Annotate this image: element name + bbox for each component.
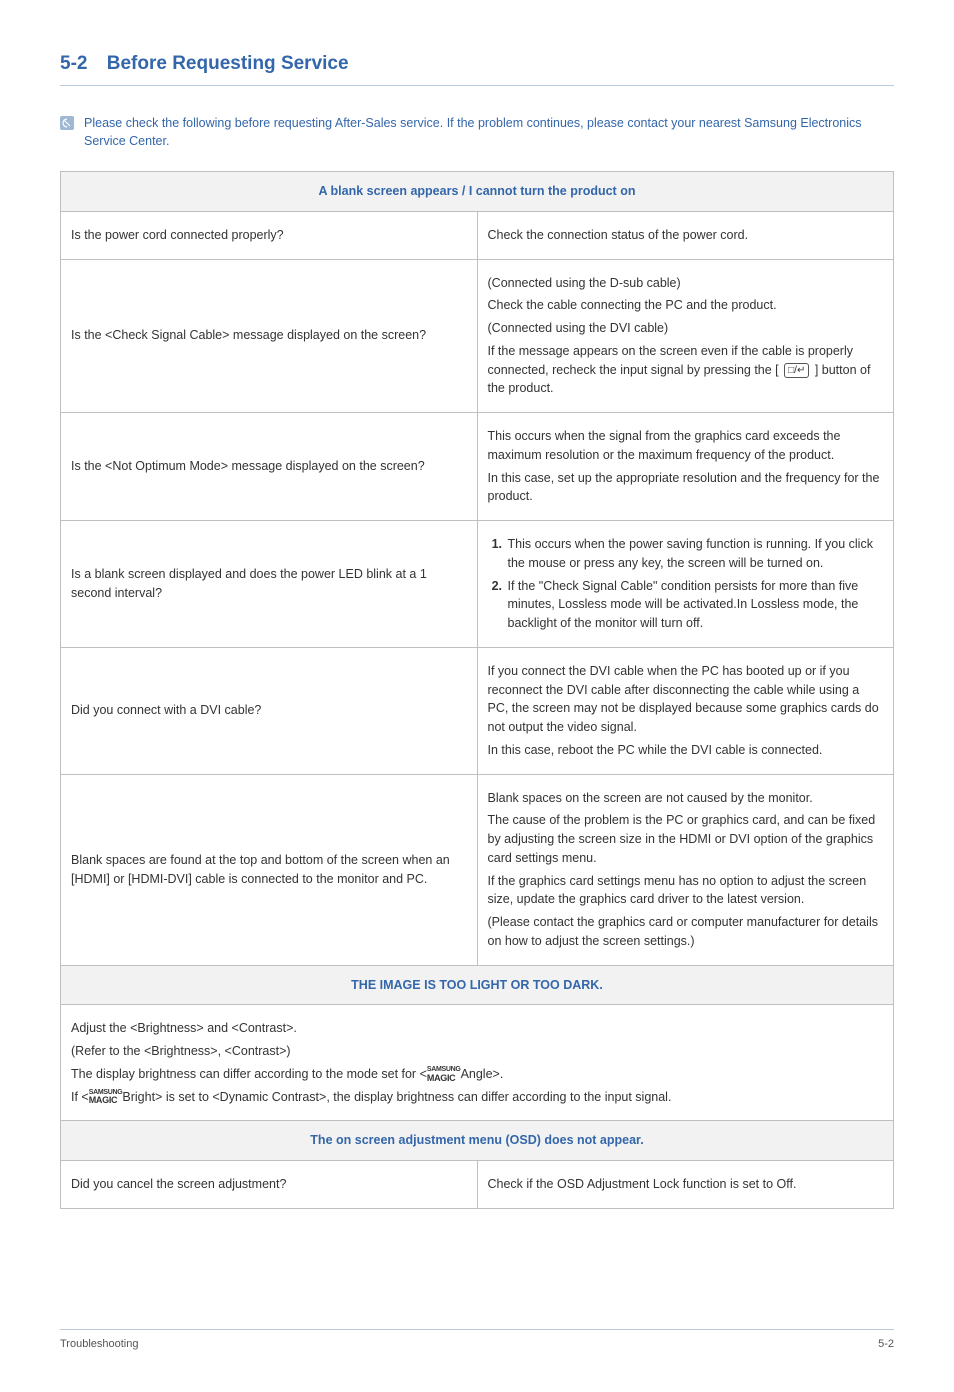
answer-list-item: If the "Check Signal Cable" condition pe…	[506, 577, 884, 633]
answer-text: Adjust the <Brightness> and <Contrast>.	[71, 1019, 883, 1038]
question-cell: Is the <Check Signal Cable> message disp…	[61, 259, 478, 413]
answer-cell: If you connect the DVI cable when the PC…	[477, 647, 894, 774]
question-text: Blank spaces are found at the top and bo…	[71, 851, 467, 889]
question-text: Is a blank screen displayed and does the…	[71, 565, 467, 603]
answer-text: (Connected using the D-sub cable)	[488, 274, 884, 293]
table-row: Blank spaces are found at the top and bo…	[61, 774, 894, 965]
section-heading: 5-2 Before Requesting Service	[60, 50, 894, 86]
logo-line: MAGIC	[427, 1074, 461, 1082]
answer-text: If you connect the DVI cable when the PC…	[488, 662, 884, 737]
table-row: Is a blank screen displayed and does the…	[61, 521, 894, 648]
table-header: A blank screen appears / I cannot turn t…	[61, 172, 894, 212]
answer-text: This occurs when the signal from the gra…	[488, 427, 884, 465]
answer-fragment: Angle>.	[461, 1067, 504, 1081]
question-cell: Did you cancel the screen adjustment?	[61, 1161, 478, 1209]
samsung-magic-logo: SAMSUNGMAGIC	[427, 1067, 461, 1081]
answer-cell: This occurs when the signal from the gra…	[477, 413, 894, 521]
info-icon	[60, 116, 74, 130]
question-text: Is the <Check Signal Cable> message disp…	[71, 326, 467, 345]
table-header: THE IMAGE IS TOO LIGHT OR TOO DARK.	[61, 965, 894, 1005]
answer-cell: (Connected using the D-sub cable) Check …	[477, 259, 894, 413]
page-footer: Troubleshooting 5-2	[60, 1329, 894, 1353]
info-note: Please check the following before reques…	[60, 114, 894, 152]
answer-text: The cause of the problem is the PC or gr…	[488, 811, 884, 867]
table-row: Is the power cord connected properly? Ch…	[61, 211, 894, 259]
question-cell: Is the power cord connected properly?	[61, 211, 478, 259]
question-cell: Is the <Not Optimum Mode> message displa…	[61, 413, 478, 521]
answer-cell: Blank spaces on the screen are not cause…	[477, 774, 894, 965]
answer-text: (Refer to the <Brightness>, <Contrast>)	[71, 1042, 883, 1061]
answer-text: Check the cable connecting the PC and th…	[488, 296, 884, 315]
question-cell: Blank spaces are found at the top and bo…	[61, 774, 478, 965]
table-header: The on screen adjustment menu (OSD) does…	[61, 1121, 894, 1161]
answer-text: The display brightness can differ accord…	[71, 1065, 883, 1084]
answer-text: If the graphics card settings menu has n…	[488, 872, 884, 910]
table-row: Adjust the <Brightness> and <Contrast>. …	[61, 1005, 894, 1121]
answer-fragment: If <	[71, 1090, 89, 1104]
answer-fragment: The display brightness can differ accord…	[71, 1067, 427, 1081]
question-text: Is the power cord connected properly?	[71, 226, 467, 245]
table-row: Did you connect with a DVI cable? If you…	[61, 647, 894, 774]
question-text: Is the <Not Optimum Mode> message displa…	[71, 457, 467, 476]
source-button-icon: □/↵	[784, 363, 809, 378]
answer-cell: Check if the OSD Adjustment Lock functio…	[477, 1161, 894, 1209]
samsung-magic-logo: SAMSUNGMAGIC	[89, 1090, 123, 1104]
answer-text: Blank spaces on the screen are not cause…	[488, 789, 884, 808]
answer-text: In this case, reboot the PC while the DV…	[488, 741, 884, 760]
question-text: Did you cancel the screen adjustment?	[71, 1175, 467, 1194]
table-row: Is the <Check Signal Cable> message disp…	[61, 259, 894, 413]
answer-text: (Please contact the graphics card or com…	[488, 913, 884, 951]
table-row: Is the <Not Optimum Mode> message displa…	[61, 413, 894, 521]
answer-cell: Check the connection status of the power…	[477, 211, 894, 259]
answer-text: If the message appears on the screen eve…	[488, 342, 884, 398]
question-text: Did you connect with a DVI cable?	[71, 701, 467, 720]
info-note-text: Please check the following before reques…	[84, 114, 894, 152]
question-cell: Is a blank screen displayed and does the…	[61, 521, 478, 648]
answer-cell: Adjust the <Brightness> and <Contrast>. …	[61, 1005, 894, 1121]
answer-cell: This occurs when the power saving functi…	[477, 521, 894, 648]
answer-text: If <SAMSUNGMAGICBright> is set to <Dynam…	[71, 1088, 883, 1107]
answer-fragment: Bright> is set to <Dynamic Contrast>, th…	[122, 1090, 671, 1104]
logo-line: MAGIC	[89, 1096, 123, 1104]
answer-text: Check if the OSD Adjustment Lock functio…	[488, 1175, 884, 1194]
answer-text: (Connected using the DVI cable)	[488, 319, 884, 338]
table-row: Did you cancel the screen adjustment? Ch…	[61, 1161, 894, 1209]
section-number: 5-2	[60, 53, 87, 74]
section-title-text: Before Requesting Service	[107, 53, 349, 74]
troubleshooting-table-blank-screen: A blank screen appears / I cannot turn t…	[60, 171, 894, 1209]
answer-text: In this case, set up the appropriate res…	[488, 469, 884, 507]
answer-list-item: This occurs when the power saving functi…	[506, 535, 884, 573]
answer-text: Check the connection status of the power…	[488, 226, 884, 245]
question-cell: Did you connect with a DVI cable?	[61, 647, 478, 774]
